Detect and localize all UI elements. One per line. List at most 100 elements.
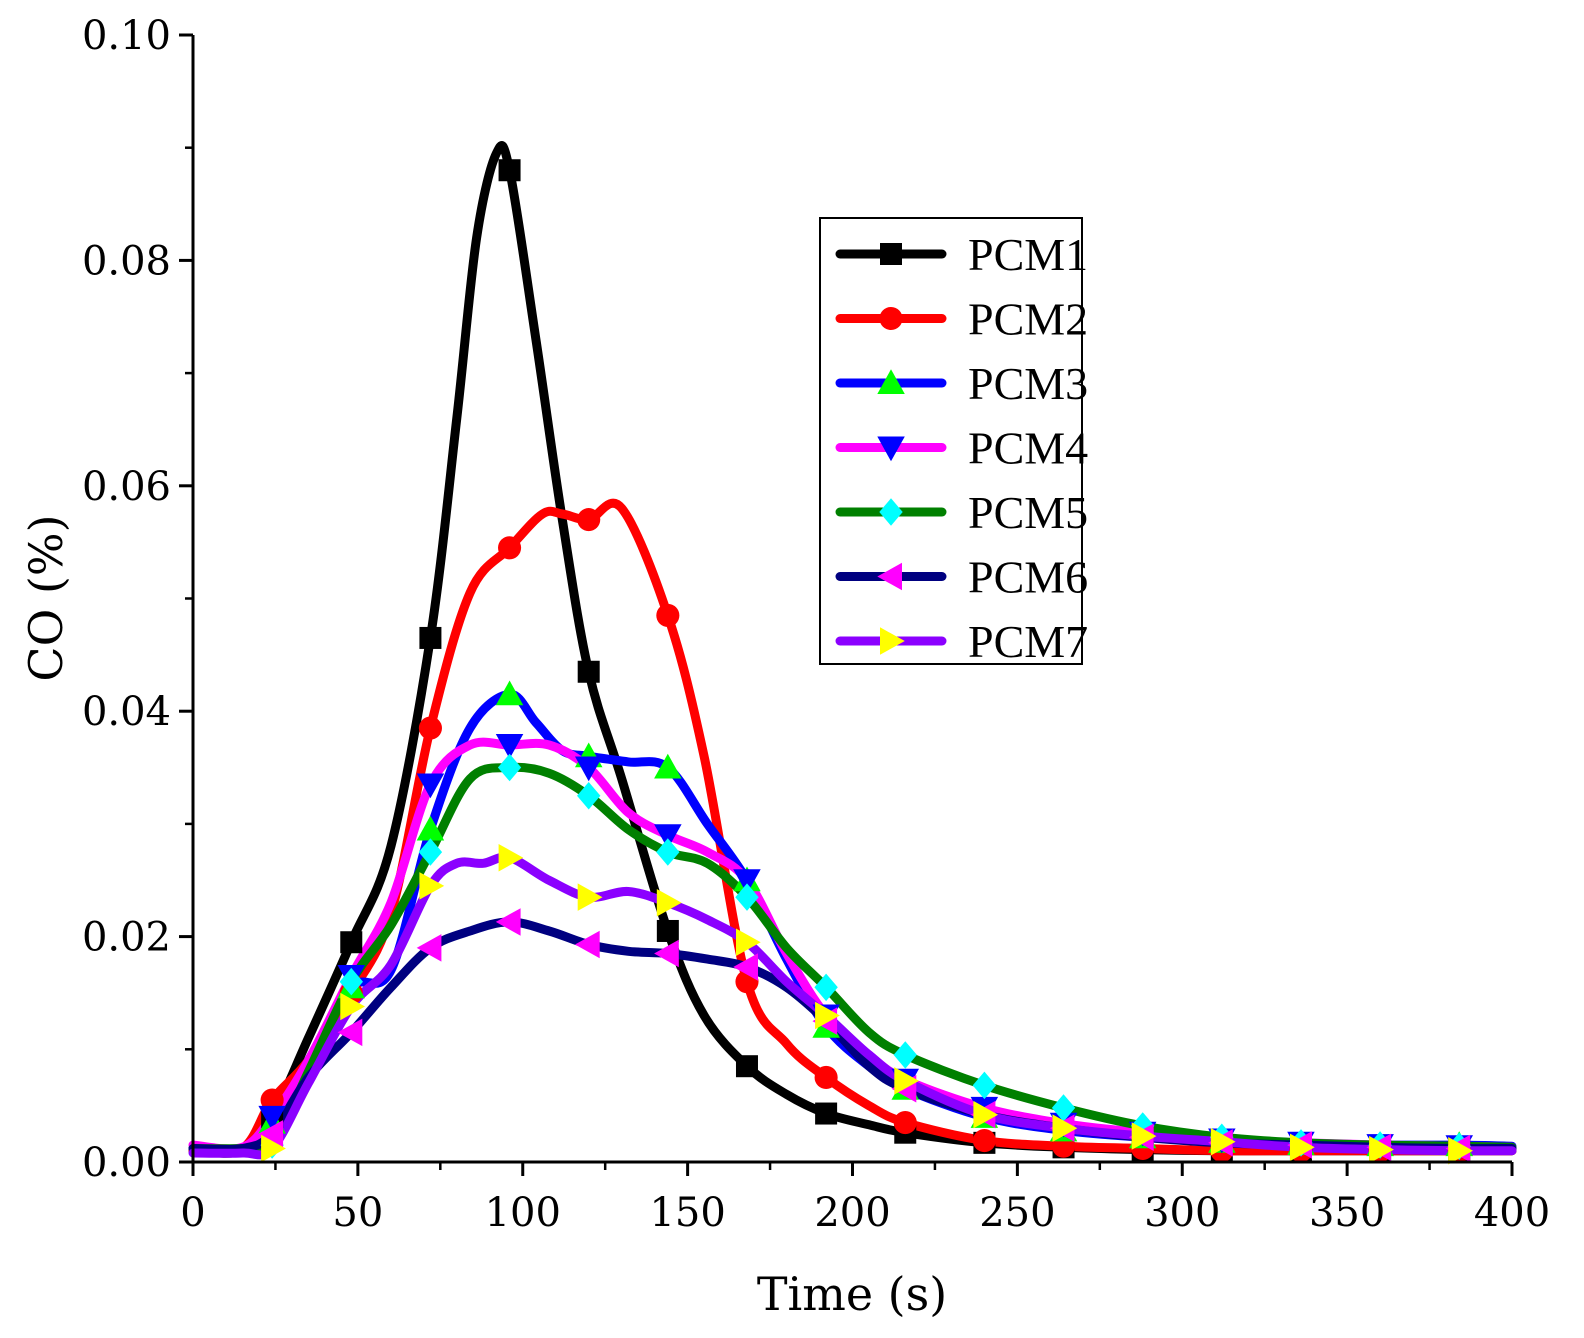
data-point [733,869,761,894]
data-point [258,1105,286,1131]
data-point [258,1120,284,1148]
legend-marker [877,369,905,394]
legend-label: PCM4 [968,423,1088,474]
axes: 0 50 100 150 200 250 300 350 400 0.00 0.02 0.04 0.06… [82,13,1550,1236]
data-point [261,1134,286,1163]
x-tick-label: 50 [332,1190,383,1236]
data-point [656,838,680,866]
legend-label: PCM7 [968,616,1088,667]
data-point [1210,1128,1236,1156]
data-point [577,883,603,911]
data-point [339,967,363,996]
data-point [416,815,445,841]
y-tick-label: 0.00 [82,1140,171,1186]
data-point [733,953,758,981]
legend-box [819,217,1083,665]
data-point [575,930,600,959]
markers-pcm7 [261,844,1473,1165]
legend-item-pcm5: PCM5 [835,487,1088,538]
data-point [340,992,365,1021]
legend-marker [879,498,903,526]
data-point [1131,1122,1157,1150]
data-point [577,782,601,810]
legend-label: PCM3 [968,358,1088,409]
legend-label: PCM5 [968,487,1088,538]
x-axis-label: Time (s) [757,1267,947,1321]
data-point [337,1018,363,1047]
data-point [1052,1114,1078,1142]
legend-label: PCM1 [968,229,1088,280]
data-point [973,1100,999,1129]
data-point [497,753,522,782]
y-axis-label: CO (%) [19,514,73,681]
data-point [416,934,442,962]
data-point [577,508,601,532]
x-tick-label: 400 [1474,1190,1550,1236]
data-point [654,939,679,968]
data-point [656,889,682,917]
markers-pcm3 [258,680,1473,1157]
data-point [735,1055,758,1078]
legend-marker [880,627,905,655]
y-tick-label: 0.06 [82,464,171,510]
legend: PCM1 PCM2 PCM3 PCM4 PCM5 PCM6 PCM7 [819,217,1088,667]
data-point [498,536,522,560]
data-point [735,883,759,911]
data-point [1131,1112,1155,1140]
x-tick-label: 150 [649,1190,725,1236]
series-line-pcm7 [188,852,1517,1160]
data-point [654,824,682,849]
series-line-pcm2 [188,498,1517,1158]
data-point [1290,1133,1315,1162]
data-point [419,626,442,649]
x-tick-label: 250 [979,1190,1055,1236]
x-tick-label: 0 [180,1190,205,1236]
data-point [893,1111,917,1135]
data-point [894,1067,919,1095]
data-point [654,753,682,779]
data-point [972,1129,996,1153]
legend-item-pcm1: PCM1 [835,229,1088,280]
legend-label: PCM6 [968,552,1088,603]
data-point [1051,1094,1076,1122]
data-point [495,908,521,936]
legend-marker [879,306,903,331]
data-point [1369,1135,1394,1164]
legend-label: PCM2 [968,294,1088,345]
legend-marker [880,243,902,265]
data-point [340,931,363,954]
y-tick-label: 0.10 [82,13,171,59]
data-point [814,1065,838,1090]
data-point [656,919,679,942]
data-point [815,1001,840,1030]
legend-item-pcm4: PCM4 [835,423,1088,474]
data-point [577,660,600,683]
data-point [495,734,524,759]
x-tick-label: 100 [485,1190,561,1236]
data-point [498,844,524,872]
data-point [498,159,521,182]
legend-item-pcm6: PCM6 [835,552,1088,603]
data-point [815,1102,838,1125]
data-point [656,603,680,627]
y-tick-label: 0.04 [82,689,171,735]
x-tick-label: 300 [1144,1190,1220,1236]
data-point [814,973,838,1002]
data-point [1448,1137,1473,1165]
data-point [893,1041,917,1069]
legend-item-pcm3: PCM3 [835,358,1088,409]
data-point [416,773,445,799]
legend-item-pcm7: PCM7 [835,616,1088,667]
data-point [419,872,445,900]
x-tick-label: 350 [1309,1190,1385,1236]
legend-item-pcm2: PCM2 [835,294,1088,345]
data-point [418,716,442,740]
data-point [736,928,761,956]
y-tick-label: 0.02 [82,915,171,961]
data-point [495,680,524,706]
series-markers [258,159,1473,1165]
data-point [418,838,443,866]
data-point [260,1088,284,1112]
legend-marker [877,562,902,591]
